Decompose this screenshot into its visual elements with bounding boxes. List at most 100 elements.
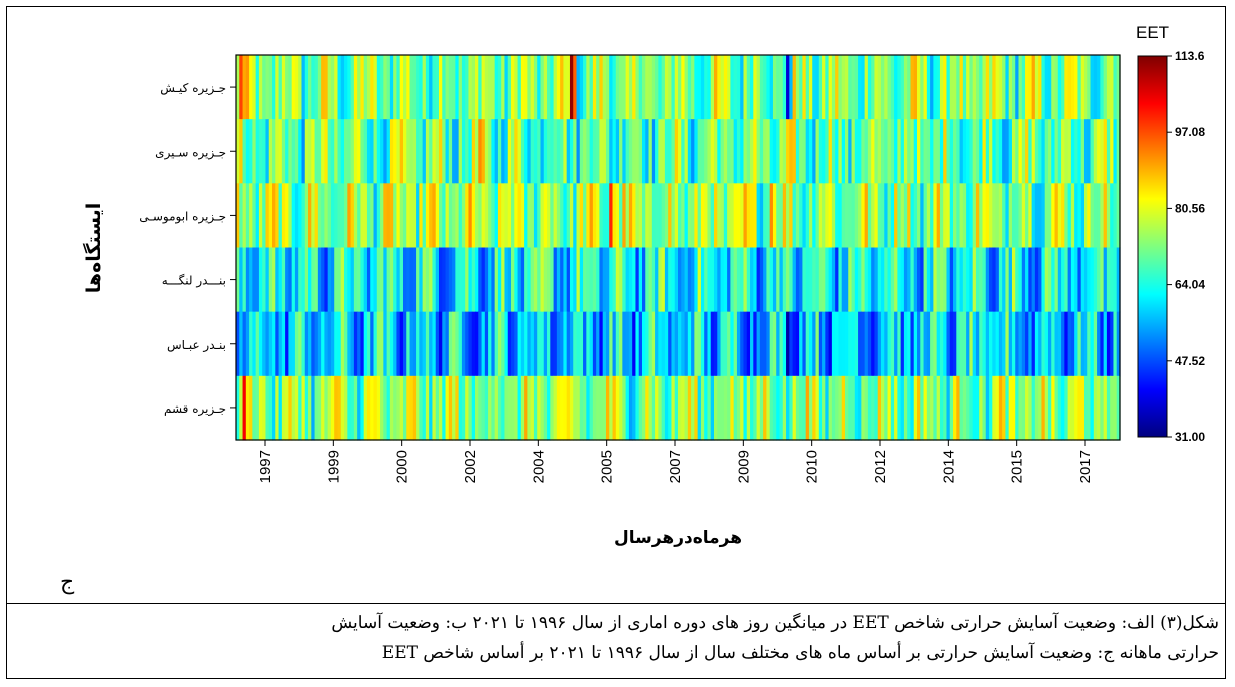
heatmap-cell bbox=[723, 119, 728, 184]
heatmap-cell bbox=[530, 55, 535, 120]
heatmap-cell bbox=[825, 311, 830, 377]
heatmap-cell bbox=[445, 183, 450, 249]
heatmap-cell bbox=[867, 375, 872, 441]
heatmap-cell bbox=[972, 55, 977, 120]
heatmap-cell bbox=[727, 247, 731, 313]
heatmap-cell bbox=[887, 375, 892, 441]
heatmap-cell bbox=[900, 247, 905, 313]
heatmap-cell bbox=[399, 55, 404, 120]
heatmap-cell bbox=[750, 55, 754, 120]
heatmap-cell bbox=[389, 375, 394, 441]
heatmap-cell bbox=[1047, 247, 1052, 313]
heatmap-cell bbox=[753, 311, 758, 377]
heatmap-cell bbox=[841, 55, 846, 120]
heatmap-cell bbox=[507, 247, 512, 313]
heatmap-cell bbox=[890, 55, 895, 120]
heatmap-cell bbox=[497, 375, 502, 441]
heatmap-cell bbox=[520, 311, 525, 377]
heatmap-cell bbox=[746, 375, 751, 441]
heatmap-cell bbox=[691, 183, 695, 249]
heatmap-cell bbox=[658, 183, 663, 249]
heatmap-cell bbox=[504, 183, 509, 249]
heatmap-cell bbox=[753, 119, 758, 184]
heatmap-cell bbox=[1011, 55, 1016, 120]
heatmap-cell bbox=[939, 119, 944, 184]
heatmap-cell bbox=[383, 247, 388, 313]
heatmap-cell bbox=[674, 119, 679, 184]
heatmap-cell bbox=[838, 375, 843, 441]
heatmap-cell bbox=[861, 247, 866, 313]
heatmap-cell bbox=[301, 247, 306, 313]
heatmap-cell bbox=[357, 375, 362, 441]
heatmap-cell bbox=[1031, 119, 1036, 184]
heatmap-cell bbox=[678, 311, 682, 377]
heatmap-cell bbox=[880, 183, 885, 249]
heatmap-cell bbox=[553, 247, 558, 313]
heatmap-cell bbox=[1021, 375, 1026, 441]
heatmap-cell bbox=[622, 375, 627, 441]
heatmap-cell bbox=[890, 375, 895, 441]
heatmap-cell bbox=[874, 119, 879, 184]
heatmap-cell bbox=[514, 247, 519, 313]
heatmap-cell bbox=[609, 183, 614, 249]
heatmap-cell bbox=[442, 119, 447, 184]
heatmap-cell bbox=[304, 311, 309, 377]
heatmap-cell bbox=[831, 55, 836, 120]
heatmap-cell bbox=[645, 247, 650, 313]
heatmap-cell bbox=[281, 375, 286, 441]
heatmap-cell bbox=[648, 247, 653, 313]
heatmap-cell bbox=[992, 183, 997, 249]
heatmap-cell bbox=[435, 375, 440, 441]
heatmap-cell bbox=[953, 55, 957, 120]
heatmap-cell bbox=[1041, 311, 1046, 377]
heatmap-cell bbox=[930, 55, 934, 120]
heatmap-cell bbox=[258, 375, 263, 441]
heatmap-cell bbox=[599, 247, 604, 313]
heatmap-cell bbox=[714, 247, 718, 313]
heatmap-cell bbox=[664, 247, 669, 313]
heatmap-cell bbox=[730, 119, 735, 184]
heatmap-cell bbox=[975, 247, 980, 313]
heatmap-cell bbox=[432, 311, 437, 377]
heatmap-cell bbox=[668, 247, 673, 313]
heatmap-cell bbox=[962, 311, 967, 377]
heatmap-cell bbox=[527, 311, 532, 377]
heatmap-cell bbox=[887, 55, 892, 120]
heatmap-cell bbox=[792, 247, 797, 313]
heatmap-cell bbox=[723, 55, 728, 120]
heatmap-cell bbox=[786, 375, 790, 441]
x-tick-label: 2005 bbox=[599, 450, 616, 483]
heatmap-cell bbox=[920, 311, 925, 377]
heatmap-cell bbox=[825, 183, 830, 249]
heatmap-cell bbox=[393, 55, 398, 120]
heatmap-cell bbox=[700, 183, 705, 249]
heatmap-cell bbox=[304, 55, 309, 120]
heatmap-cell bbox=[324, 119, 329, 184]
heatmap-cell bbox=[956, 55, 961, 120]
heatmap-cell bbox=[376, 247, 381, 313]
heatmap-cell bbox=[504, 119, 509, 184]
heatmap-cell bbox=[956, 183, 961, 249]
heatmap-cell bbox=[750, 119, 754, 184]
heatmap-cell bbox=[579, 247, 584, 313]
heatmap-cell bbox=[360, 375, 365, 441]
heatmap-cell bbox=[1067, 311, 1072, 377]
heatmap-cell bbox=[900, 119, 905, 184]
heatmap-cell bbox=[697, 375, 702, 441]
heatmap-cell bbox=[802, 55, 807, 120]
heatmap-cell bbox=[353, 55, 358, 120]
heatmap-cell bbox=[350, 183, 355, 249]
heatmap-cell bbox=[592, 311, 597, 377]
heatmap-cell bbox=[314, 183, 319, 249]
heatmap-cell bbox=[298, 247, 303, 313]
heatmap-cell bbox=[926, 55, 931, 120]
heatmap-cell bbox=[1061, 247, 1065, 313]
heatmap-cell bbox=[425, 247, 430, 313]
heatmap-cell bbox=[1080, 55, 1085, 120]
x-tick-label: 2010 bbox=[804, 450, 821, 483]
heatmap-cell bbox=[373, 183, 378, 249]
heatmap-cell bbox=[903, 55, 908, 120]
heatmap-cell bbox=[933, 183, 938, 249]
heatmap-cell bbox=[789, 183, 794, 249]
heatmap-cell bbox=[304, 119, 309, 184]
